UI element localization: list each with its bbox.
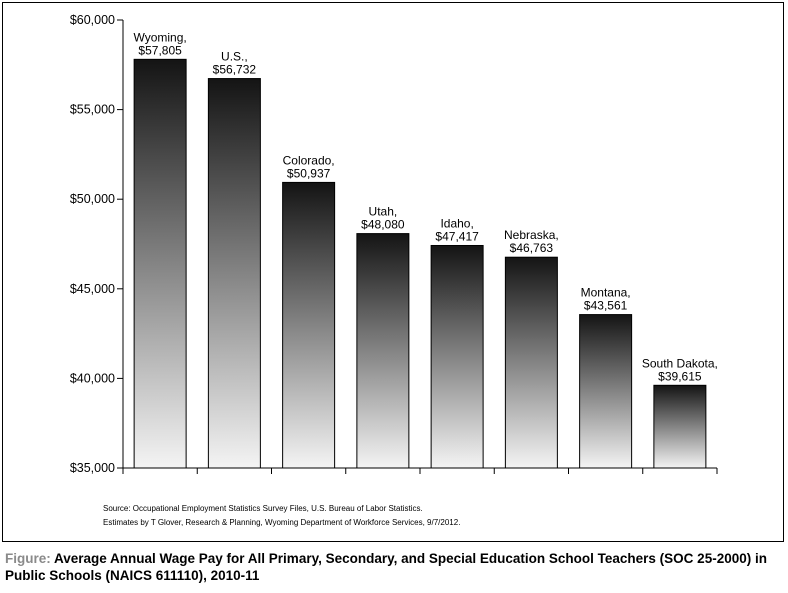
source-note: Source: Occupational Employment Statisti…: [103, 504, 423, 513]
bar: [133, 58, 187, 469]
chart-frame: $35,000 $40,000 $45,000 $50,000 $55,000 $60,0…: [2, 2, 784, 542]
bar: [282, 181, 336, 469]
bar-category-label: Utah,: [369, 205, 398, 219]
bar-value-label: $50,937: [287, 166, 331, 180]
bar: [579, 314, 633, 469]
bar: [653, 384, 707, 469]
y-tick-label: $40,000: [70, 371, 115, 385]
bar-category-label: Wyoming,: [134, 30, 187, 44]
bar-value-label: $48,080: [361, 218, 405, 232]
bar-category-label: Montana,: [581, 286, 631, 300]
bar: [430, 244, 484, 469]
bar-value-label: $56,732: [213, 63, 257, 77]
caption-text: Average Annual Wage Pay for All Primary,…: [5, 551, 767, 583]
bar-group: [653, 384, 707, 469]
bar-value-label: $39,615: [658, 369, 702, 383]
figure-caption: Figure: Average Annual Wage Pay for All …: [5, 550, 783, 584]
y-tick-label: $55,000: [70, 103, 115, 117]
bar: [207, 78, 261, 469]
y-tick-label: $45,000: [70, 282, 115, 296]
bar-group: [504, 256, 558, 469]
bar-group: [207, 78, 261, 469]
bar-category-label: Nebraska,: [504, 228, 559, 242]
bar: [356, 233, 410, 469]
bar-group: [579, 314, 633, 469]
bar-group: [356, 233, 410, 469]
bar-group: [133, 58, 187, 469]
bar-value-label: $47,417: [435, 229, 479, 243]
y-tick-label: $35,000: [70, 461, 115, 475]
bar-category-label: Idaho,: [440, 216, 473, 230]
y-tick-label: $60,000: [70, 13, 115, 27]
bar-category-label: Colorado,: [283, 153, 335, 167]
bar-chart: $35,000 $40,000 $45,000 $50,000 $55,000 $60,0…: [70, 13, 718, 475]
bar-category-label: U.S.,: [221, 50, 248, 64]
bar-category-label: South Dakota,: [642, 356, 718, 370]
bar-value-label: $43,561: [584, 299, 628, 313]
estimates-note: Estimates by T Glover, Research & Planni…: [103, 518, 461, 527]
caption-prefix: Figure:: [5, 551, 51, 566]
bar-value-label: $57,805: [138, 43, 182, 57]
bar-value-label: $46,763: [510, 241, 554, 255]
bar-group: [430, 244, 484, 469]
bar-group: [282, 181, 336, 469]
y-tick-label: $50,000: [70, 192, 115, 206]
bar: [504, 256, 558, 469]
